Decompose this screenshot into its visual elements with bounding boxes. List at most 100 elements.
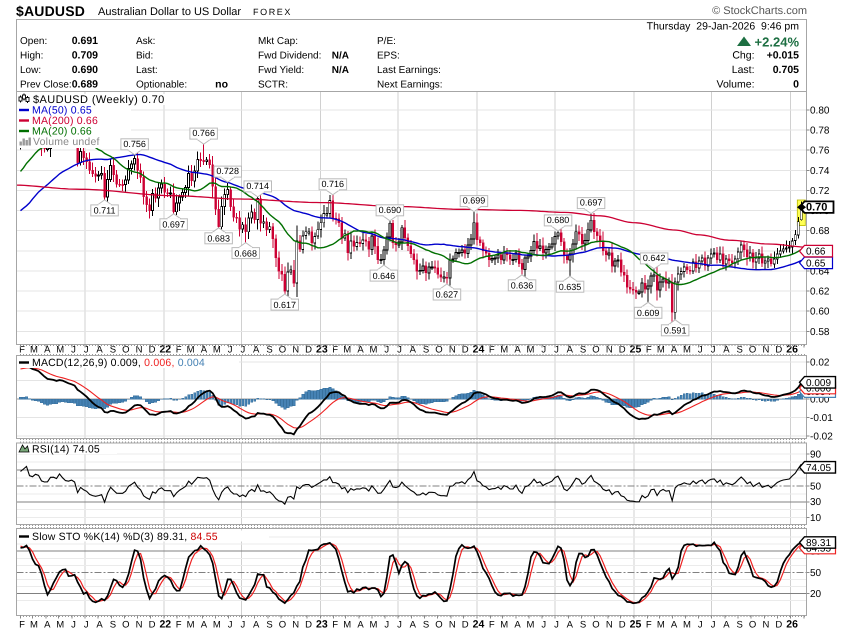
svg-text:0.697: 0.697 — [580, 198, 603, 208]
svg-text:0.680: 0.680 — [547, 215, 570, 225]
svg-text:0.62: 0.62 — [810, 287, 830, 298]
svg-text:Fwd Dividend:: Fwd Dividend: — [258, 51, 321, 62]
svg-text:Chg:: Chg: — [732, 50, 754, 62]
svg-text:Optionable:: Optionable: — [136, 80, 187, 91]
svg-text:A: A — [357, 620, 364, 631]
svg-text:N: N — [606, 620, 613, 631]
svg-text:D: D — [462, 620, 469, 631]
svg-text:0.70: 0.70 — [806, 202, 827, 214]
svg-text:J: J — [698, 620, 703, 631]
svg-text:D: D — [619, 620, 626, 631]
svg-text:A: A — [96, 345, 103, 356]
svg-text:O: O — [435, 345, 442, 356]
svg-text:0.009: 0.009 — [806, 378, 831, 389]
svg-text:0.766: 0.766 — [192, 128, 215, 138]
svg-text:90: 90 — [810, 450, 822, 461]
svg-text:10: 10 — [810, 513, 822, 524]
svg-text:A: A — [44, 345, 51, 356]
svg-text:A: A — [410, 620, 417, 631]
svg-text:J: J — [241, 620, 246, 631]
svg-text:0.65: 0.65 — [806, 258, 826, 269]
svg-text:J: J — [711, 620, 716, 631]
svg-text:30: 30 — [810, 497, 822, 508]
svg-text:M: M — [657, 620, 665, 631]
svg-text:D: D — [305, 620, 312, 631]
svg-text:0.699: 0.699 — [463, 196, 486, 206]
svg-text:Open:: Open: — [20, 36, 47, 47]
svg-text:Ask:: Ask: — [136, 36, 155, 47]
svg-text:D: D — [149, 620, 156, 631]
svg-text:O: O — [749, 345, 756, 356]
svg-text:Thursday 29-Jan-2026 9:46 pm: Thursday 29-Jan-2026 9:46 pm — [647, 21, 800, 33]
svg-text:A: A — [253, 345, 260, 356]
svg-text:0.714: 0.714 — [246, 181, 269, 191]
svg-text:0.74: 0.74 — [810, 166, 830, 177]
svg-text:S: S — [110, 345, 116, 356]
svg-text:N: N — [762, 345, 769, 356]
svg-text:F: F — [176, 345, 182, 356]
svg-text:M: M — [213, 345, 221, 356]
svg-text:EPS:: EPS: — [377, 51, 400, 62]
svg-text:24: 24 — [473, 619, 485, 631]
svg-text:M: M — [56, 620, 64, 631]
svg-text:M: M — [657, 345, 665, 356]
svg-text:0.728: 0.728 — [216, 166, 239, 176]
svg-text:F: F — [646, 345, 652, 356]
svg-text:O: O — [435, 620, 442, 631]
svg-text:+0.015: +0.015 — [767, 50, 800, 62]
svg-text:N: N — [292, 345, 299, 356]
svg-text:0.756: 0.756 — [123, 139, 146, 149]
svg-text:A: A — [567, 620, 574, 631]
svg-text:no: no — [215, 79, 228, 91]
svg-text:M: M — [526, 620, 534, 631]
svg-text:0.68: 0.68 — [810, 226, 830, 237]
svg-text:Volume undef: Volume undef — [33, 136, 100, 148]
svg-text:Volume:: Volume: — [717, 79, 755, 91]
svg-text:M: M — [369, 620, 377, 631]
svg-text:Last:: Last: — [732, 64, 755, 76]
svg-text:M: M — [369, 345, 377, 356]
svg-text:N: N — [762, 620, 769, 631]
svg-text:F: F — [332, 345, 338, 356]
svg-text:0.02: 0.02 — [810, 357, 830, 368]
svg-text:S: S — [580, 620, 586, 631]
svg-text:0.591: 0.591 — [664, 326, 687, 336]
svg-text:74.05: 74.05 — [806, 463, 831, 474]
svg-text:M: M — [500, 345, 508, 356]
svg-text:D: D — [149, 345, 156, 356]
svg-text:A: A — [514, 620, 521, 631]
svg-text:0.636: 0.636 — [511, 281, 534, 291]
svg-text:M: M — [30, 345, 38, 356]
svg-text:M: M — [683, 620, 691, 631]
svg-text:0.635: 0.635 — [559, 282, 582, 292]
svg-text:J: J — [541, 620, 546, 631]
svg-text:S: S — [266, 620, 272, 631]
svg-text:0.66: 0.66 — [806, 247, 826, 258]
svg-text:Last:: Last: — [136, 65, 158, 76]
svg-text:S: S — [423, 620, 429, 631]
svg-text:N/A: N/A — [332, 51, 349, 62]
svg-text:0.705: 0.705 — [773, 64, 799, 76]
svg-text:MACD(12,26,9) 0.009, 0.006, 0.: MACD(12,26,9) 0.009, 0.006, 0.004 — [32, 357, 205, 369]
svg-text:N: N — [606, 345, 613, 356]
svg-text:-0.01: -0.01 — [810, 413, 833, 424]
svg-text:M: M — [343, 345, 351, 356]
svg-text:22: 22 — [159, 619, 171, 631]
svg-text:Low:: Low: — [20, 65, 41, 76]
svg-text:Fwd Yield:: Fwd Yield: — [258, 65, 304, 76]
svg-text:Bid:: Bid: — [136, 51, 153, 62]
svg-text:RSI(14) 74.05: RSI(14) 74.05 — [32, 444, 100, 456]
svg-text:50: 50 — [810, 568, 822, 579]
svg-text:0.646: 0.646 — [373, 271, 396, 281]
svg-text:F: F — [489, 620, 495, 631]
svg-text:A: A — [567, 345, 574, 356]
svg-text:J: J — [228, 620, 233, 631]
svg-text:D: D — [462, 345, 469, 356]
svg-text:M: M — [526, 345, 534, 356]
svg-text:P/E:: P/E: — [377, 36, 396, 47]
svg-text:N: N — [292, 620, 299, 631]
svg-text:A: A — [723, 620, 730, 631]
svg-text:25: 25 — [630, 619, 642, 631]
svg-text:N/A: N/A — [332, 65, 349, 76]
svg-text:SCTR:: SCTR: — [258, 80, 288, 91]
